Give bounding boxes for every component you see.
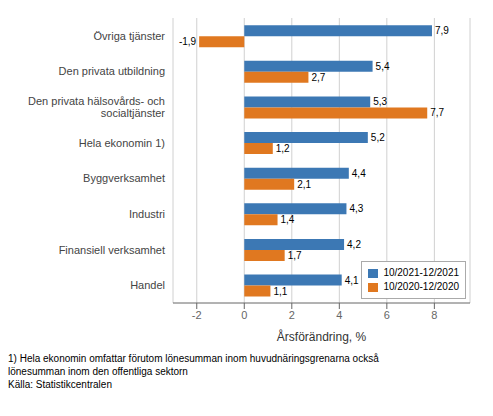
svg-text:Byggverksamhet: Byggverksamhet bbox=[83, 172, 165, 184]
svg-text:Industri: Industri bbox=[129, 208, 165, 220]
svg-text:0: 0 bbox=[241, 309, 247, 321]
html-text:10/2021-12/2021: 10/2021-12/2021 bbox=[383, 267, 459, 278]
svg-text:4,3: 4,3 bbox=[349, 203, 363, 214]
svg-text:1,1: 1,1 bbox=[273, 286, 287, 297]
svg-text:7,7: 7,7 bbox=[430, 107, 444, 118]
svg-text:Finansiell verksamhet: Finansiell verksamhet bbox=[59, 244, 165, 256]
svg-text:5,3: 5,3 bbox=[373, 96, 387, 107]
svg-text:Övriga tjänster: Övriga tjänster bbox=[93, 30, 165, 42]
svg-text:4,4: 4,4 bbox=[352, 168, 366, 179]
svg-text:Hela ekonomin 1): Hela ekonomin 1) bbox=[79, 137, 165, 149]
svg-text:4,2: 4,2 bbox=[347, 239, 361, 250]
svg-text:7,9: 7,9 bbox=[435, 25, 449, 36]
svg-text:Handel: Handel bbox=[130, 279, 165, 291]
svg-text:-2: -2 bbox=[192, 309, 202, 321]
svg-text:4: 4 bbox=[336, 309, 342, 321]
svg-text:5,4: 5,4 bbox=[376, 61, 390, 72]
html-text:Källa: Statistikcentralen: Källa: Statistikcentralen bbox=[8, 379, 112, 390]
svg-text:Den privata hälsovårds- ochsoc: Den privata hälsovårds- ochsocialtjänste… bbox=[28, 95, 165, 119]
svg-text:6: 6 bbox=[384, 309, 390, 321]
svg-text:Årsförändring, %: Årsförändring, % bbox=[277, 329, 367, 344]
svg-text:1,2: 1,2 bbox=[276, 143, 290, 154]
svg-text:2,7: 2,7 bbox=[311, 72, 325, 83]
svg-text:1,7: 1,7 bbox=[288, 250, 302, 261]
svg-text:8: 8 bbox=[431, 309, 437, 321]
svg-text:2,1: 2,1 bbox=[297, 179, 311, 190]
svg-text:4,1: 4,1 bbox=[345, 275, 359, 286]
html-text:1) Hela ekonomin omfattar föru: 1) Hela ekonomin omfattar förutom lönesu… bbox=[8, 353, 379, 364]
html-text:lönesumman inom den offentliga: lönesumman inom den offentliga sektorn bbox=[8, 366, 188, 377]
svg-text:1,4: 1,4 bbox=[281, 214, 295, 225]
svg-text:2: 2 bbox=[289, 309, 295, 321]
svg-text:-1,9: -1,9 bbox=[179, 36, 197, 47]
html-text:10/2020-12/2020: 10/2020-12/2020 bbox=[383, 281, 459, 292]
svg-text:Den privata utbildning: Den privata utbildning bbox=[59, 65, 165, 77]
svg-text:5,2: 5,2 bbox=[371, 132, 385, 143]
